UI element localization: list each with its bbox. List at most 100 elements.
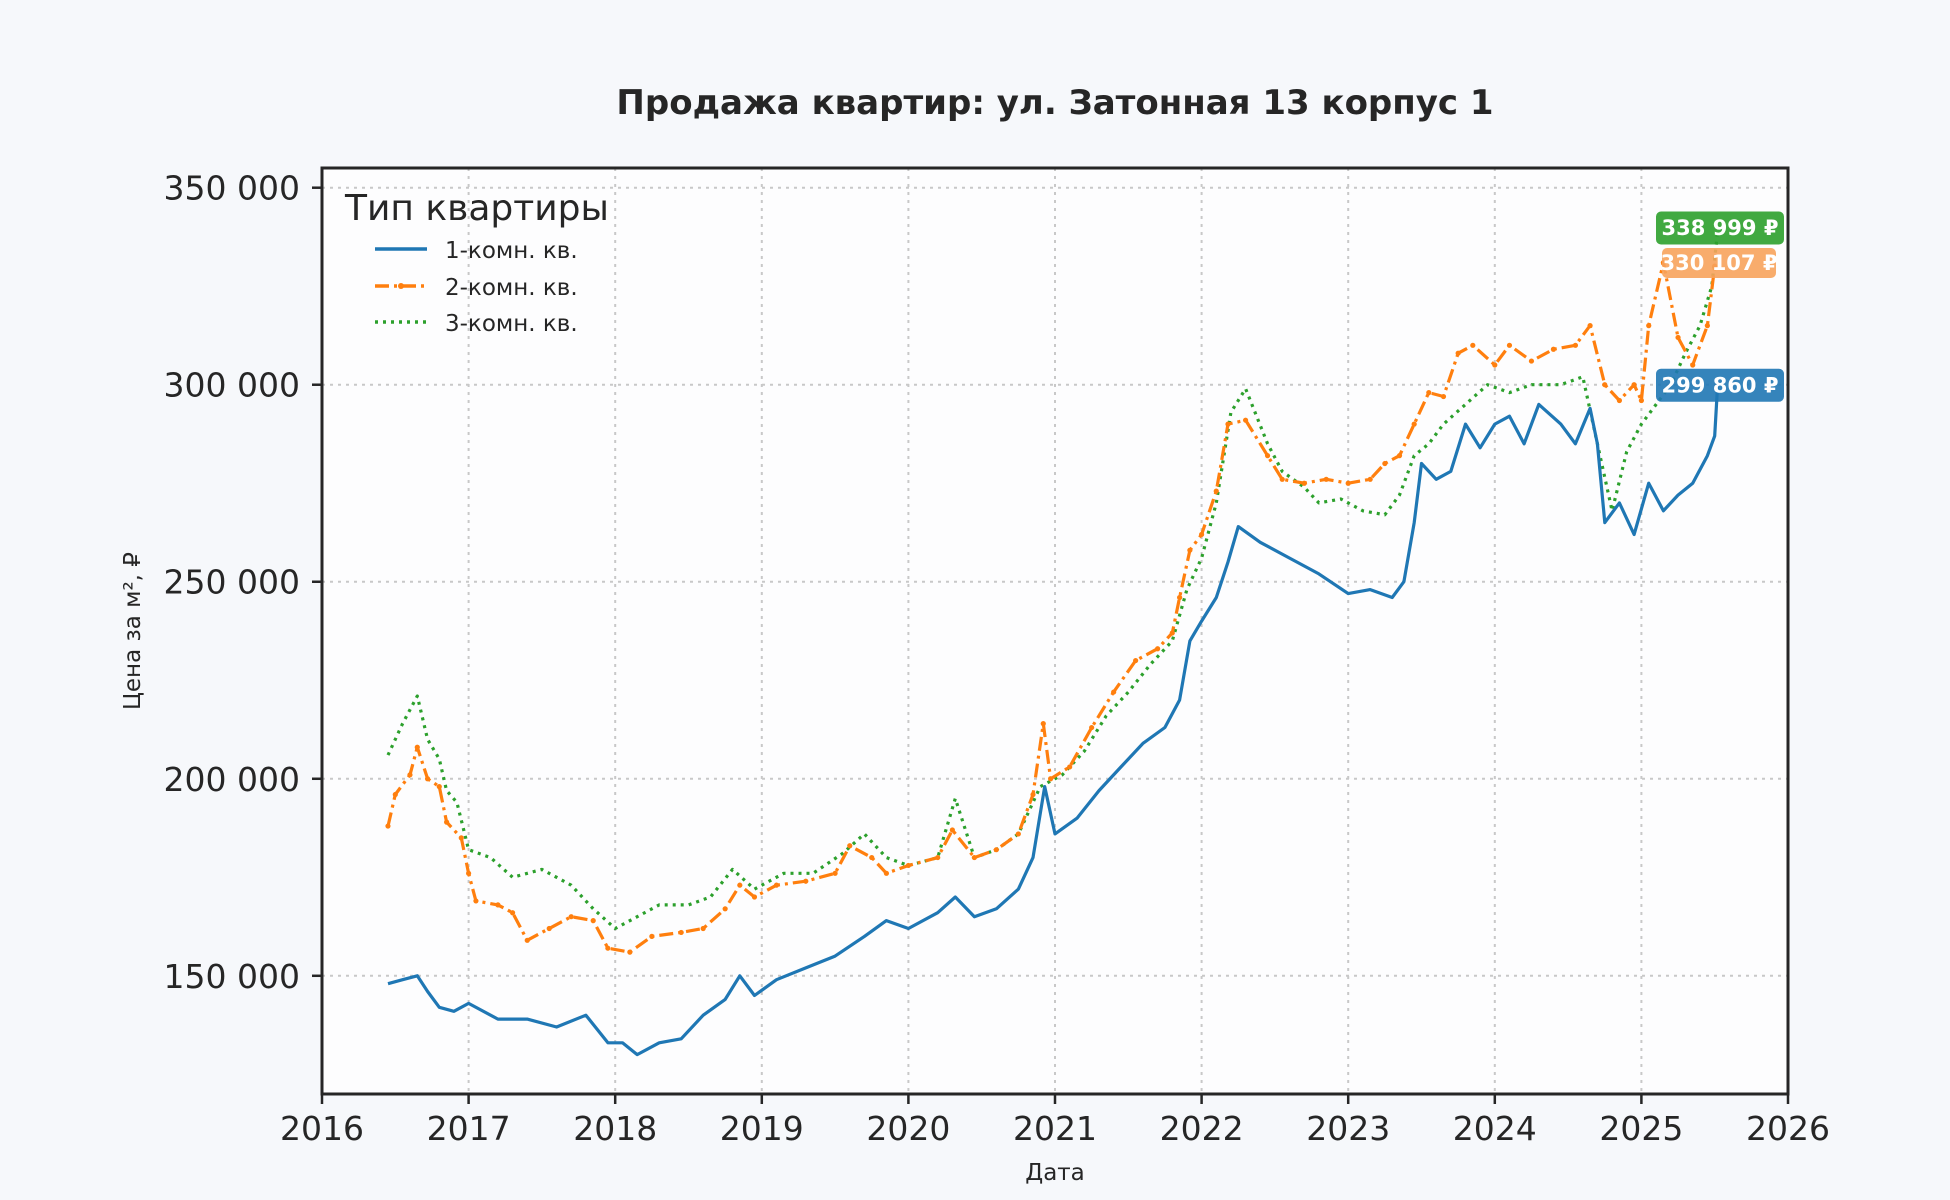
series-2-point-41 — [1111, 689, 1117, 695]
x-tick-label-2019: 2019 — [720, 1109, 804, 1148]
series-2-point-32 — [949, 827, 955, 833]
series-line-1 — [387, 385, 1720, 1057]
series-2-point-74 — [1646, 323, 1652, 329]
series-2-point-63 — [1470, 342, 1476, 348]
x-tick-label-2018: 2018 — [573, 1109, 657, 1148]
series-2-point-46 — [1187, 547, 1193, 553]
series-2-point-42 — [1133, 657, 1139, 664]
y-tick-label-150000: 150 000 — [164, 957, 300, 996]
series-2-point-43 — [1155, 646, 1161, 652]
series-2-point-56 — [1367, 476, 1373, 482]
series-layer — [385, 230, 1720, 1057]
series-2-point-18 — [649, 933, 655, 939]
end-label-1: 299 860 ₽ — [1662, 373, 1779, 397]
x-tick-label-2017: 2017 — [427, 1109, 511, 1148]
legend-swatch-2-marker — [398, 283, 404, 289]
series-2-point-77 — [1690, 362, 1696, 368]
series-2-point-57 — [1382, 460, 1388, 467]
series-2-point-38 — [1048, 776, 1054, 782]
series-2-point-62 — [1455, 350, 1461, 356]
series-2-point-58 — [1396, 453, 1403, 459]
series-2-point-37 — [1040, 721, 1046, 727]
end-label-3: 338 999 ₽ — [1662, 216, 1779, 240]
series-2-point-17 — [627, 949, 633, 955]
series-2-point-29 — [883, 870, 890, 876]
series-2-point-31 — [935, 854, 941, 861]
series-2-point-4 — [424, 776, 431, 782]
series-2-point-54 — [1323, 476, 1329, 482]
series-2-point-36 — [1030, 791, 1036, 798]
y-axis-label: Цена за м², ₽ — [120, 552, 146, 710]
grid-lines — [322, 168, 1788, 1094]
series-2-point-6 — [444, 819, 450, 825]
series-2-point-25 — [803, 878, 809, 884]
legend-title: Тип квартиры — [344, 188, 609, 229]
series-2-point-44 — [1169, 630, 1175, 636]
series-2-point-40 — [1089, 724, 1095, 731]
x-tick-label-2025: 2025 — [1599, 1109, 1683, 1148]
series-2-point-27 — [847, 843, 853, 849]
series-2-point-61 — [1440, 393, 1447, 400]
x-tick-label-2022: 2022 — [1160, 1109, 1244, 1148]
series-2-point-12 — [524, 937, 530, 943]
series-2-point-69 — [1587, 323, 1593, 329]
y-tick-label-200000: 200 000 — [164, 760, 300, 799]
series-2-point-47 — [1199, 531, 1205, 538]
series-2-point-26 — [832, 870, 838, 876]
series-2-point-21 — [722, 906, 728, 912]
y-tick-label-350000: 350 000 — [164, 169, 300, 208]
series-2-point-5 — [436, 784, 442, 790]
x-axis-label: Дата — [1025, 1160, 1085, 1186]
series-2-point-60 — [1426, 390, 1432, 396]
series-2-point-30 — [905, 862, 912, 869]
series-2-point-76 — [1675, 334, 1681, 341]
x-tick-label-2021: 2021 — [1013, 1109, 1097, 1148]
series-2-point-9 — [473, 898, 479, 904]
series-2-point-34 — [993, 847, 999, 853]
x-tick-label-2016: 2016 — [280, 1109, 364, 1148]
series-2-point-65 — [1506, 342, 1513, 348]
series-2-point-14 — [568, 914, 574, 920]
series-2-point-49 — [1225, 421, 1231, 427]
series-2-point-13 — [546, 925, 552, 932]
series-2-point-64 — [1492, 362, 1498, 368]
legend-entry-1: 1-комн. кв. — [375, 238, 578, 264]
series-2-point-2 — [407, 772, 413, 778]
series-2-point-67 — [1550, 346, 1557, 352]
x-tick-label-2024: 2024 — [1453, 1109, 1537, 1148]
series-2-point-3 — [414, 744, 420, 750]
series-2-point-28 — [869, 854, 875, 861]
series-2-point-48 — [1213, 488, 1219, 494]
series-2-point-50 — [1242, 417, 1249, 423]
series-2-point-20 — [700, 925, 706, 932]
end-label-box-2 — [1662, 248, 1776, 278]
series-2-point-55 — [1345, 480, 1351, 486]
series-2-point-15 — [590, 918, 596, 924]
series-2-point-78 — [1704, 323, 1710, 329]
series-2-point-39 — [1067, 764, 1073, 770]
series-2-point-33 — [971, 854, 977, 861]
series-2-point-0 — [385, 823, 391, 829]
series-2-point-7 — [458, 835, 464, 841]
legend-entry-3: 3-комн. кв. — [375, 311, 578, 337]
series-line-3 — [386, 230, 1720, 931]
series-2-point-16 — [605, 945, 611, 951]
end-labels: 299 860 ₽ 330 107 ₽ 338 999 ₽ — [1656, 211, 1784, 402]
series-2-point-8 — [466, 870, 472, 876]
series-2-point-1 — [392, 791, 398, 798]
series-2-point-71 — [1616, 397, 1623, 404]
series-2-point-11 — [509, 910, 516, 916]
series-2-point-22 — [737, 882, 743, 888]
end-label-box-1 — [1656, 368, 1784, 402]
series-2-point-23 — [751, 894, 758, 900]
series-2-point-52 — [1279, 476, 1285, 482]
end-label-2: 330 107 ₽ — [1661, 251, 1778, 275]
series-2-point-59 — [1411, 421, 1417, 427]
series-line-2 — [386, 261, 1717, 954]
legend: Тип квартиры 1-комн. кв. 2-комн. кв. 3-к… — [344, 188, 609, 337]
x-tick-label-2020: 2020 — [866, 1109, 950, 1148]
legend-label-2: 2-комн. кв. — [445, 275, 578, 301]
x-tick-label-2026: 2026 — [1746, 1109, 1830, 1148]
series-2-point-73 — [1638, 397, 1644, 404]
series-2-point-72 — [1631, 382, 1637, 388]
